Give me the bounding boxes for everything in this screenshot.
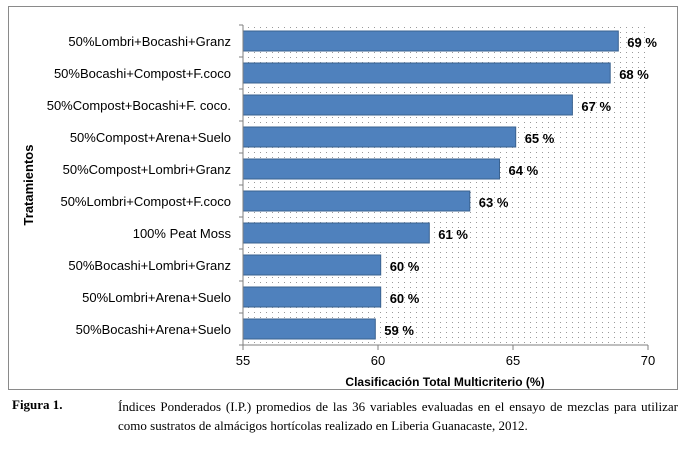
x-tick-label: 70: [641, 353, 655, 368]
data-label: 60 %: [390, 291, 420, 306]
x-tick-label: 60: [371, 353, 385, 368]
data-label: 68 %: [619, 67, 649, 82]
x-tick-label: 55: [236, 353, 250, 368]
bar: [242, 286, 382, 308]
category-label: 50%Compost+Bocashi+F. coco.: [47, 98, 231, 113]
bar: [242, 30, 619, 52]
x-tick-label: 65: [506, 353, 520, 368]
caption-text: Índices Ponderados (I.P.) promedios de l…: [118, 399, 678, 433]
bar: [242, 94, 573, 116]
category-label: 50%Lombri+Arena+Suelo: [82, 290, 231, 305]
category-label: 50%Compost+Arena+Suelo: [70, 130, 231, 145]
bar: [242, 158, 500, 180]
category-label: 50%Compost+Lombri+Granz: [63, 162, 231, 177]
bar: [242, 190, 471, 212]
category-label: 50%Bocashi+Arena+Suelo: [76, 322, 231, 337]
data-label: 64 %: [509, 163, 539, 178]
data-label: 59 %: [384, 323, 414, 338]
data-label: 69 %: [627, 35, 657, 50]
bar: [242, 318, 376, 340]
y-axis-label: Tratamientos: [21, 145, 36, 226]
category-label: 50%Lombri+Bocashi+Granz: [68, 34, 231, 49]
category-label: 50%Bocashi+Lombri+Granz: [68, 258, 231, 273]
bar: [242, 126, 517, 148]
bar: [242, 254, 382, 276]
category-label: 50%Lombri+Compost+F.coco: [60, 194, 231, 209]
category-label: 50%Bocashi+Compost+F.coco: [54, 66, 231, 81]
data-label: 63 %: [479, 195, 509, 210]
data-label: 60 %: [390, 259, 420, 274]
bar: [242, 62, 611, 84]
bar: [242, 222, 430, 244]
data-label: 65 %: [525, 131, 555, 146]
data-label: 61 %: [438, 227, 468, 242]
caption-label: Figura 1.: [12, 397, 63, 412]
data-label: 67 %: [581, 99, 611, 114]
x-axis-label: Clasificación Total Multicriterio (%): [345, 375, 544, 389]
category-label: 100% Peat Moss: [133, 226, 232, 241]
